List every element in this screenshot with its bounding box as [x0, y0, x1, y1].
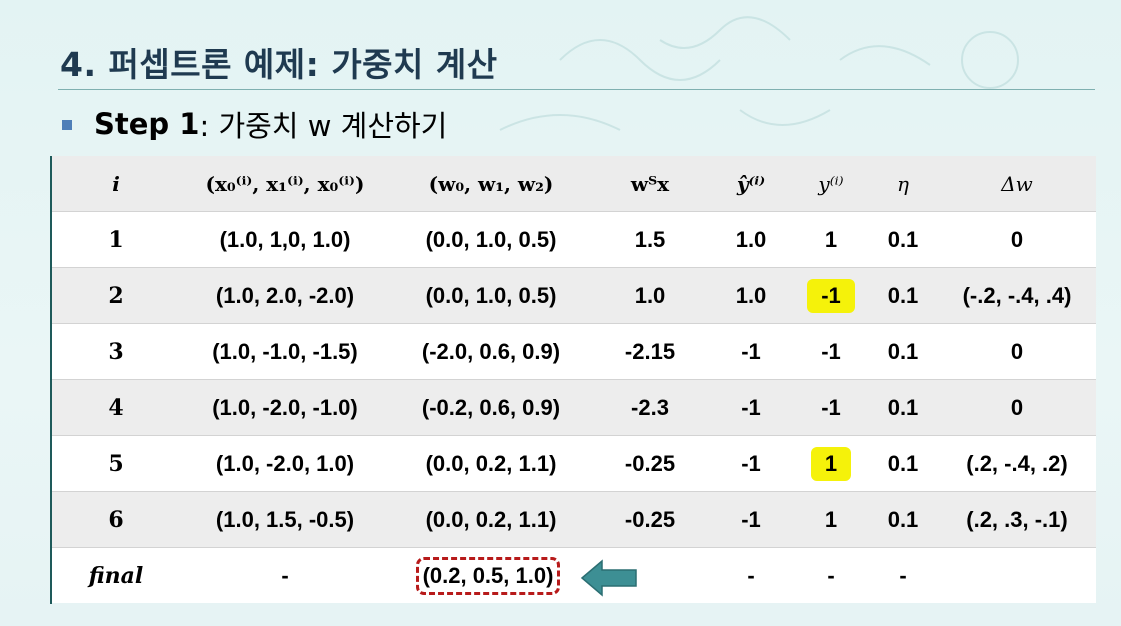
- cell-y: 1: [794, 211, 868, 268]
- cell-yhat: 1.0: [708, 267, 794, 324]
- table-row: 3 (1.0, -1.0, -1.5) (-2.0, 0.6, 0.9) -2.…: [52, 323, 1096, 380]
- cell-dw: (.2, .3, -.1): [938, 491, 1096, 548]
- cell-wtx: -2.3: [592, 379, 708, 436]
- cell-w: (-0.2, 0.6, 0.9): [390, 379, 592, 436]
- cell-yhat: -1: [708, 491, 794, 548]
- cell-wtx: 1.0: [592, 267, 708, 324]
- cell-w: (0.0, 0.2, 1.1): [390, 491, 592, 548]
- cell-w: (0.0, 1.0, 0.5): [390, 211, 592, 268]
- header-y: y⁽ⁱ⁾: [794, 156, 868, 212]
- cell-i: 2: [52, 267, 180, 324]
- bullet-text: : 가중치 w 계산하기: [199, 109, 448, 143]
- cell-yhat: -1: [708, 323, 794, 380]
- title-divider: [58, 89, 1095, 90]
- cell-x: (1.0, 2.0, -2.0): [180, 267, 390, 324]
- cell-dw: 0: [938, 323, 1096, 380]
- cell-y: 1: [794, 435, 868, 492]
- table-row: 1 (1.0, 1,0, 1.0) (0.0, 1.0, 0.5) 1.5 1.…: [52, 211, 1096, 268]
- cell-wtx: -0.25: [592, 491, 708, 548]
- cell-i: 1: [52, 211, 180, 268]
- slide-title: 4. 퍼셉트론 예제: 가중치 계산: [60, 45, 498, 84]
- cell-final-w: (0.2, 0.5, 1.0): [390, 547, 592, 603]
- cell-final-yhat: -: [708, 547, 794, 603]
- header-eta: η: [868, 156, 938, 212]
- cell-y: -1: [794, 267, 868, 324]
- cell-y: 1: [794, 491, 868, 548]
- cell-dw: 0: [938, 211, 1096, 268]
- header-dw: Δw: [938, 156, 1096, 212]
- header-x: (x₀⁽ⁱ⁾, x₁⁽ⁱ⁾, x₀⁽ⁱ⁾): [180, 156, 390, 212]
- left-arrow-icon: [580, 559, 637, 597]
- header-yhat: ŷ⁽ⁱ⁾: [708, 156, 794, 212]
- cell-x: (1.0, 1,0, 1.0): [180, 211, 390, 268]
- cell-eta: 0.1: [868, 323, 938, 380]
- cell-i: 3: [52, 323, 180, 380]
- cell-final-eta: -: [868, 547, 938, 603]
- cell-yhat: 1.0: [708, 211, 794, 268]
- cell-yhat: -1: [708, 435, 794, 492]
- cell-yhat: -1: [708, 379, 794, 436]
- cell-final-wtx: [592, 547, 708, 603]
- cell-wtx: -2.15: [592, 323, 708, 380]
- cell-y: -1: [794, 379, 868, 436]
- cell-i: 6: [52, 491, 180, 548]
- cell-i: 5: [52, 435, 180, 492]
- cell-i: 4: [52, 379, 180, 436]
- table-row: 2 (1.0, 2.0, -2.0) (0.0, 1.0, 0.5) 1.0 1…: [52, 267, 1096, 324]
- perceptron-table: i (x₀⁽ⁱ⁾, x₁⁽ⁱ⁾, x₀⁽ⁱ⁾) (w₀, w₁, w₂) wᵀx…: [52, 156, 1096, 603]
- highlight-marker: -1: [807, 278, 855, 313]
- cell-w: (0.0, 1.0, 0.5): [390, 267, 592, 324]
- cell-x: (1.0, -2.0, 1.0): [180, 435, 390, 492]
- header-w: (w₀, w₁, w₂): [390, 156, 592, 212]
- cell-dw: 0: [938, 379, 1096, 436]
- cell-wtx: 1.5: [592, 211, 708, 268]
- cell-dw: (.2, -.4, .2): [938, 435, 1096, 492]
- table-row: 5 (1.0, -2.0, 1.0) (0.0, 0.2, 1.1) -0.25…: [52, 435, 1096, 492]
- square-bullet-icon: [62, 120, 72, 130]
- cell-x: (1.0, -1.0, -1.5): [180, 323, 390, 380]
- highlight-marker: 1: [810, 446, 852, 481]
- cell-x: (1.0, -2.0, -1.0): [180, 379, 390, 436]
- cell-final-y: -: [794, 547, 868, 603]
- cell-eta: 0.1: [868, 379, 938, 436]
- cell-final-x: -: [180, 547, 390, 603]
- final-row: final - (0.2, 0.5, 1.0) - - -: [52, 547, 1096, 603]
- header-row: i (x₀⁽ⁱ⁾, x₁⁽ⁱ⁾, x₀⁽ⁱ⁾) (w₀, w₁, w₂) wᵀx…: [52, 156, 1096, 212]
- cell-eta: 0.1: [868, 435, 938, 492]
- cell-final-label: final: [52, 547, 180, 603]
- bullet-step: Step 1 : 가중치 w 계산하기: [62, 103, 447, 145]
- cell-w: (0.0, 0.2, 1.1): [390, 435, 592, 492]
- cell-dw: (-.2, -.4, .4): [938, 267, 1096, 324]
- cell-final-dw: [938, 547, 1096, 603]
- final-weights-box: (0.2, 0.5, 1.0): [415, 556, 561, 595]
- cell-eta: 0.1: [868, 267, 938, 324]
- table-row: 6 (1.0, 1.5, -0.5) (0.0, 0.2, 1.1) -0.25…: [52, 491, 1096, 548]
- cell-w: (-2.0, 0.6, 0.9): [390, 323, 592, 380]
- bullet-bold-label: Step 1: [94, 107, 200, 141]
- cell-wtx: -0.25: [592, 435, 708, 492]
- header-wtx: wᵀx: [592, 156, 708, 212]
- cell-eta: 0.1: [868, 211, 938, 268]
- cell-eta: 0.1: [868, 491, 938, 548]
- cell-y: -1: [794, 323, 868, 380]
- cell-x: (1.0, 1.5, -0.5): [180, 491, 390, 548]
- table-left-edge: [50, 156, 52, 604]
- table-row: 4 (1.0, -2.0, -1.0) (-0.2, 0.6, 0.9) -2.…: [52, 379, 1096, 436]
- header-i: i: [52, 156, 180, 212]
